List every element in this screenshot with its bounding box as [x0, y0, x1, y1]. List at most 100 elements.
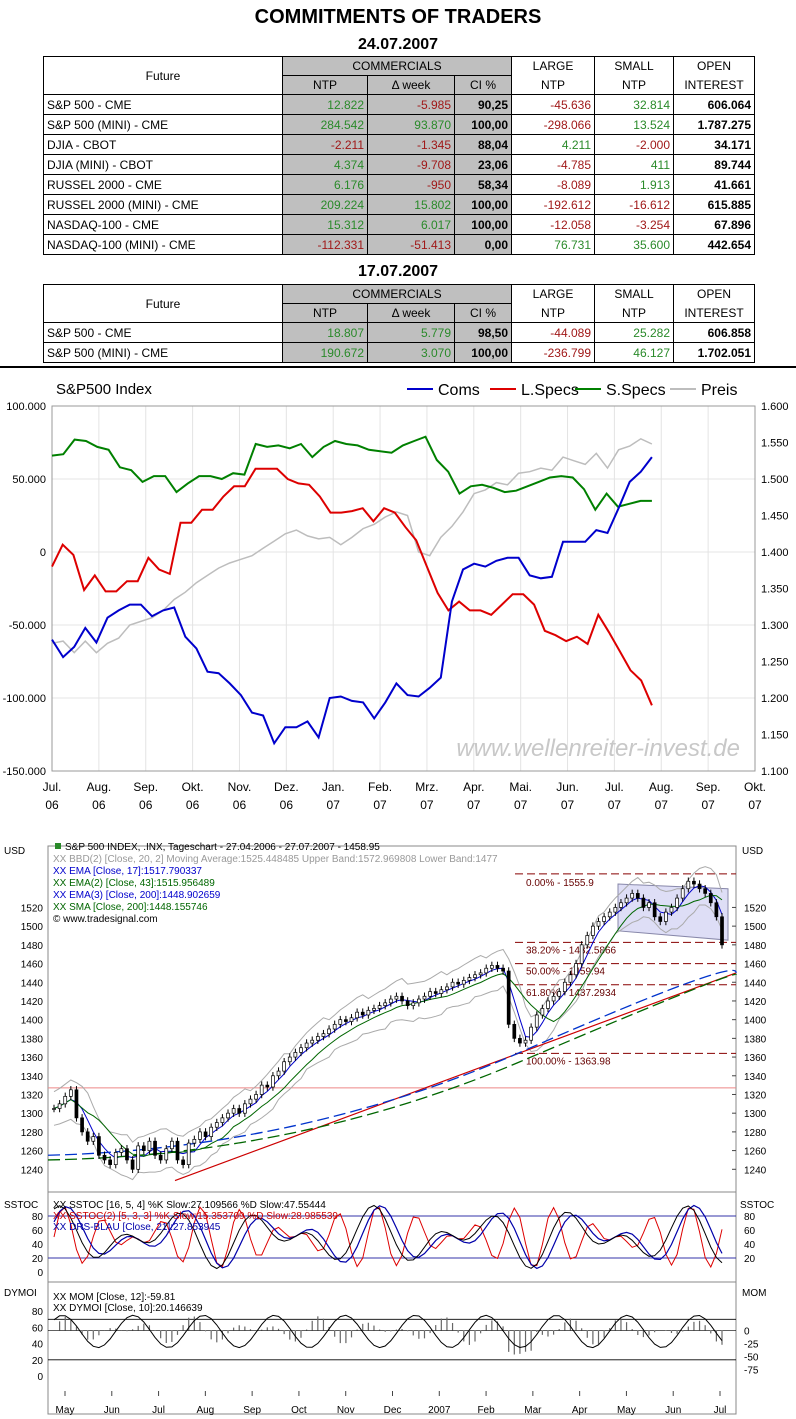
y2-tick-label: 1420 [744, 997, 767, 1008]
sstoc-d-line [53, 1204, 723, 1270]
candle-body [518, 1038, 522, 1044]
small-ntp: 35.600 [594, 234, 674, 255]
hdr-ntp: NTP [282, 303, 368, 323]
x-tick-year: 07 [561, 798, 575, 812]
hdr-open: OPEN [673, 284, 755, 304]
candle-body [209, 1126, 214, 1137]
future-name: S&P 500 (MINI) - CME [43, 342, 283, 363]
candle-body [703, 888, 708, 894]
x-tick-month: Jul. [605, 780, 624, 794]
dymoi-y-tick: 20 [32, 1356, 44, 1367]
sstoc-legend: XX SSTOC(2) [5, 3, 3] %K Slow:15.353709 … [53, 1211, 338, 1222]
x-tick-label: Jul [714, 1405, 727, 1416]
hdr-ci: CI % [454, 303, 512, 323]
hdr-small: SMALL [594, 56, 674, 76]
candle-body [652, 902, 657, 918]
large-ntp: 76.731 [511, 234, 595, 255]
small-ntp: 1.913 [594, 174, 674, 195]
future-name: RUSSEL 2000 - CME [43, 174, 283, 195]
candle-body [624, 897, 629, 904]
candle-body [568, 974, 573, 983]
sstoc-y-tick: 20 [32, 1254, 44, 1265]
sstoc-legend: XX DRS-BLAU [Close, 21]:27.853945 [53, 1222, 221, 1233]
commercials-ci: 90,25 [454, 94, 512, 115]
hdr-future: Future [43, 284, 283, 323]
legend-label: Preis [701, 382, 737, 399]
y2-tick-label: 1260 [744, 1147, 767, 1158]
candle-body [108, 1159, 112, 1165]
candle-body [512, 1023, 517, 1039]
y-tick-label: -150.000 [3, 766, 46, 778]
candle-body [91, 1136, 96, 1142]
y-tick-label: 1280 [21, 1128, 44, 1139]
y2-tick-label: 1.250 [761, 657, 789, 669]
candle-body [428, 991, 432, 997]
x-tick-month: Aug. [649, 780, 674, 794]
mom-y2-tick: -75 [744, 1366, 759, 1377]
commercials-week: -1.345 [367, 134, 455, 155]
table-row: RUSSEL 2000 - CME 6.176 -950 58,34 -8.089 1.9… [43, 174, 755, 195]
cot-table-1: Future COMMERCIALS LARGE SMALL OPEN NTP Δ week… [43, 56, 755, 255]
y2-tick-label: 1380 [744, 1034, 767, 1045]
candle-body [349, 1017, 354, 1022]
sstoc-legend: XX SSTOC [16, 5, 4] %K Slow:27.109566 %D… [53, 1200, 326, 1211]
hdr-future: Future [43, 56, 283, 95]
dymoi-line [53, 1314, 723, 1349]
legend-entry: XX SMA [Close, 200]:1448.155746 [53, 902, 208, 913]
watermark: www.wellenreiter-invest.de [456, 735, 740, 762]
dymoi-y-tick: 60 [32, 1323, 44, 1334]
candle-body [130, 1159, 135, 1170]
cot-table-2: Future COMMERCIALS LARGE SMALL OPEN NTP Δ week… [43, 284, 755, 363]
open-interest: 442.654 [673, 234, 755, 255]
y2-tick-label: 1340 [744, 1072, 767, 1083]
commercials-week: -5.985 [367, 94, 455, 115]
y2-tick-label: 1.500 [761, 474, 789, 486]
y-tick-label: 1260 [21, 1147, 44, 1158]
legend-entry: XX EMA [Close, 17]:1517.790337 [53, 866, 202, 877]
dymoi-y-tick: 40 [32, 1340, 44, 1351]
open-interest: 606.064 [673, 94, 755, 115]
commercials-ntp: 18.807 [282, 322, 368, 343]
candle-body [97, 1136, 101, 1156]
y2-tick-label: 1500 [744, 922, 767, 933]
candle-body [714, 902, 719, 918]
sma-200-line [47, 973, 737, 1161]
candle-body [315, 1036, 320, 1041]
x-tick-label: 2007 [428, 1405, 451, 1416]
x-tick-year: 07 [748, 798, 762, 812]
candle-body [613, 907, 618, 913]
fib-label: 50.00% - 1459.94 [526, 967, 605, 978]
y2-tick-label: 1300 [744, 1109, 767, 1120]
mom-y2-tick: 0 [744, 1327, 750, 1338]
candle-body [489, 965, 494, 969]
fib-label: 0.00% - 1555.9 [526, 878, 594, 889]
x-tick-month: Nov. [228, 780, 252, 794]
y-tick-label: 1440 [21, 978, 44, 989]
y-tick-label: 1300 [21, 1109, 44, 1120]
candle-body [198, 1131, 202, 1140]
y-tick-label: 1360 [21, 1053, 44, 1064]
candle-body [411, 1002, 416, 1006]
fib-label: 100.00% - 1363.98 [526, 1056, 611, 1067]
candle-body [136, 1145, 141, 1170]
table-row: DJIA - CBOT -2.211 -1.345 88,04 4.211 -2.000 3… [43, 134, 755, 155]
sp500-candlestick-chart: USD USD 1520 1520 1500 1500 1480 1480 1460 1460 14… [4, 842, 774, 1416]
commercials-ntp: 4.374 [282, 154, 368, 175]
candle-body [394, 995, 399, 1000]
commercials-ci: 23,06 [454, 154, 512, 175]
x-tick-label: Apr [572, 1405, 588, 1416]
x-tick-month: Jun. [556, 780, 579, 794]
candle-body [327, 1028, 331, 1035]
candle-body [141, 1145, 146, 1151]
y-tick-label: 1240 [21, 1165, 44, 1176]
open-interest: 615.885 [673, 194, 755, 215]
commercials-ntp: -112.331 [282, 234, 368, 255]
hdr-ntp: NTP [282, 75, 368, 95]
candle-body [63, 1095, 68, 1105]
dymoi-legend: XX MOM [Close, 12]:-59.81 [53, 1292, 176, 1303]
x-tick-year: 07 [467, 798, 481, 812]
commercials-ci: 98,50 [454, 322, 512, 343]
small-ntp: 32.814 [594, 94, 674, 115]
x-tick-month: Mai. [509, 780, 532, 794]
candle-body [433, 991, 438, 994]
